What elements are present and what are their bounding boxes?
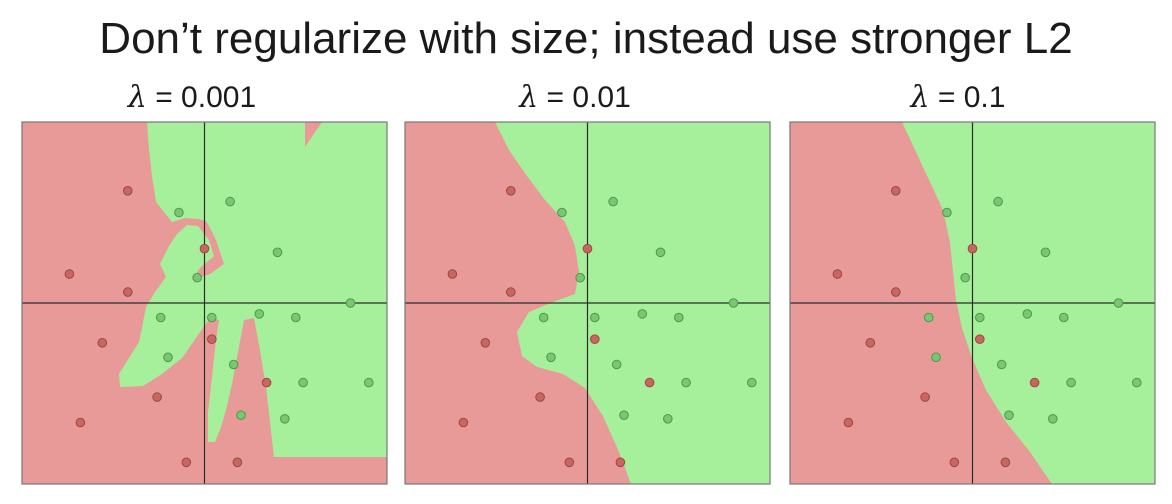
green-data-point <box>996 359 1007 370</box>
green-data-point <box>272 247 283 258</box>
lambda-symbol: λ <box>127 80 147 115</box>
red-data-point <box>232 457 243 468</box>
plot-frame <box>21 121 388 485</box>
green-data-point <box>1022 309 1033 319</box>
green-data-point <box>1048 414 1058 424</box>
data-points <box>64 186 374 468</box>
red-data-point <box>480 338 491 348</box>
green-data-point <box>663 414 673 424</box>
green-data-point <box>1040 247 1051 258</box>
red-data-point <box>152 392 162 402</box>
green-data-point <box>611 359 622 370</box>
green-data-point <box>1066 377 1076 388</box>
green-data-point <box>298 377 308 388</box>
green-data-point <box>923 312 934 323</box>
red-data-point <box>644 377 655 388</box>
panel-1-plot <box>21 121 388 485</box>
lambda-value: = 0.001 <box>155 81 257 114</box>
green-data-point <box>637 309 648 319</box>
green-data-point <box>1004 410 1014 421</box>
red-data-point <box>75 417 86 428</box>
red-data-point <box>920 392 930 402</box>
plot-frame <box>789 121 1156 485</box>
slide-title: Don’t regularize with size; instead use … <box>99 14 1073 63</box>
red-data-point <box>967 243 978 254</box>
green-data-point <box>546 352 556 363</box>
green-data-point <box>1132 377 1142 388</box>
green-data-point <box>619 410 629 421</box>
green-data-point <box>345 298 356 308</box>
green-data-point <box>236 410 246 421</box>
green-data-point <box>192 272 202 283</box>
red-data-point <box>1000 457 1011 468</box>
red-data-point <box>1029 377 1040 388</box>
green-data-point <box>728 298 739 308</box>
panel-2-plot <box>404 121 771 485</box>
green-data-point <box>163 352 173 363</box>
green-data-point <box>225 196 235 207</box>
red-data-point <box>535 392 545 402</box>
lambda-value: = 0.1 <box>937 81 1006 114</box>
red-data-point <box>97 338 108 348</box>
red-data-point <box>123 186 133 196</box>
panel-2-lambda-label: λ = 0.01 <box>395 80 755 115</box>
red-data-point <box>590 334 600 344</box>
data-points <box>832 186 1142 468</box>
panel-1-lambda-label: λ = 0.001 <box>12 80 372 115</box>
green-data-point <box>1059 312 1069 323</box>
green-data-point <box>254 309 265 319</box>
red-data-point <box>506 287 516 297</box>
red-data-point <box>261 377 272 388</box>
green-data-point <box>280 414 290 424</box>
red-data-point <box>458 417 469 428</box>
green-data-point <box>207 312 217 323</box>
red-data-point <box>447 269 458 279</box>
green-data-point <box>608 196 618 207</box>
red-data-point <box>506 186 516 196</box>
green-data-point <box>655 247 666 258</box>
green-data-point <box>364 377 374 388</box>
green-data-point <box>681 377 691 388</box>
green-data-point <box>993 196 1003 207</box>
plot-frame <box>404 121 771 485</box>
green-data-point <box>590 312 600 323</box>
green-data-point <box>960 272 970 283</box>
green-region <box>119 122 387 457</box>
green-data-point <box>931 352 941 363</box>
red-data-point <box>64 269 75 279</box>
red-data-point <box>891 287 901 297</box>
red-data-point <box>949 457 960 468</box>
lambda-symbol: λ <box>519 80 539 115</box>
green-data-point <box>557 207 567 218</box>
red-data-point <box>564 457 575 468</box>
red-data-point <box>207 334 217 344</box>
green-data-point <box>291 312 301 323</box>
data-points <box>447 186 757 468</box>
lambda-value: = 0.01 <box>546 81 631 114</box>
red-data-point <box>181 457 192 468</box>
panel-3-plot <box>789 121 1156 485</box>
red-data-point <box>865 338 876 348</box>
green-data-point <box>155 312 166 323</box>
red-data-point <box>199 243 210 254</box>
red-data-point <box>975 334 985 344</box>
green-data-point <box>228 359 239 370</box>
green-data-point <box>747 377 757 388</box>
red-data-point <box>582 243 593 254</box>
red-data-point <box>123 287 133 297</box>
red-data-point <box>832 269 843 279</box>
green-data-point <box>975 312 985 323</box>
green-data-point <box>538 312 549 323</box>
panel-3-lambda-label: λ = 0.1 <box>778 80 1138 115</box>
green-data-point <box>942 207 952 218</box>
red-data-point <box>615 457 626 468</box>
green-data-point <box>1113 298 1124 308</box>
green-data-point <box>674 312 684 323</box>
green-data-point <box>174 207 184 218</box>
red-data-point <box>891 186 901 196</box>
green-data-point <box>575 272 585 283</box>
lambda-symbol: λ <box>910 80 930 115</box>
red-data-point <box>843 417 854 428</box>
